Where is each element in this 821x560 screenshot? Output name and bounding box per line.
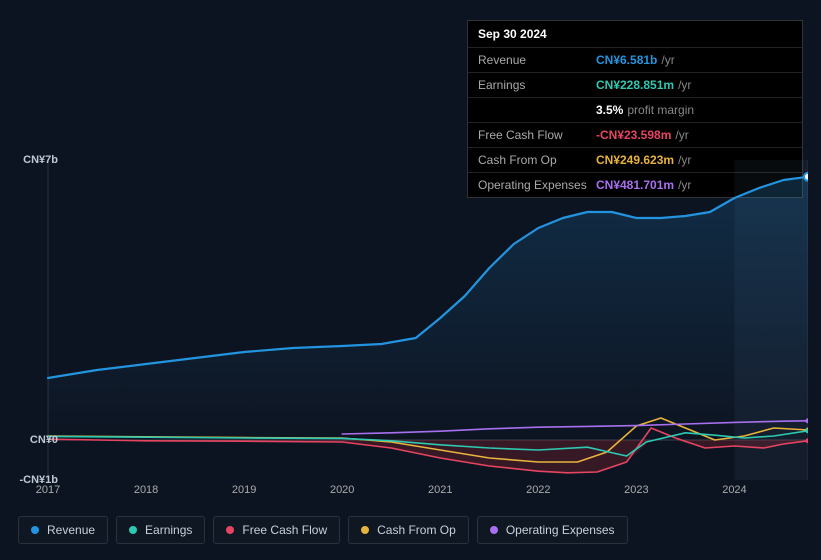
legend-item-earnings[interactable]: Earnings	[116, 516, 205, 544]
y-axis-label: CN¥0	[30, 434, 58, 446]
legend-item-operating-expenses[interactable]: Operating Expenses	[477, 516, 628, 544]
legend-dot-icon	[31, 526, 39, 534]
tooltip-row: Free Cash Flow-CN¥23.598m/yr	[468, 123, 802, 148]
legend-item-free-cash-flow[interactable]: Free Cash Flow	[213, 516, 340, 544]
tooltip-row: RevenueCN¥6.581b/yr	[468, 48, 802, 73]
x-axis-label: 2024	[722, 484, 746, 496]
x-axis-label: 2017	[36, 484, 60, 496]
legend-label: Operating Expenses	[506, 523, 615, 537]
tooltip-date: Sep 30 2024	[468, 21, 802, 48]
legend-item-cash-from-op[interactable]: Cash From Op	[348, 516, 469, 544]
legend-dot-icon	[361, 526, 369, 534]
legend-item-revenue[interactable]: Revenue	[18, 516, 108, 544]
x-axis-label: 2022	[526, 484, 550, 496]
tooltip-label: Earnings	[478, 78, 596, 92]
legend-label: Earnings	[145, 523, 192, 537]
tooltip-label: Revenue	[478, 53, 596, 67]
tooltip-row: EarningsCN¥228.851m/yr	[468, 73, 802, 98]
tooltip-label: Free Cash Flow	[478, 128, 596, 142]
x-axis-labels: 2017 2018 2019 2020 2021 2022 2023 2024	[18, 484, 808, 504]
legend-label: Free Cash Flow	[242, 523, 327, 537]
chart-legend: Revenue Earnings Free Cash Flow Cash From O…	[18, 516, 628, 544]
legend-dot-icon	[490, 526, 498, 534]
x-axis-label: 2021	[428, 484, 452, 496]
x-axis-label: 2023	[624, 484, 648, 496]
x-axis-label: 2018	[134, 484, 158, 496]
tooltip-value: -CN¥23.598m/yr	[596, 128, 792, 142]
tooltip-value: CN¥6.581b/yr	[596, 53, 792, 67]
legend-dot-icon	[129, 526, 137, 534]
x-axis-label: 2019	[232, 484, 256, 496]
tooltip-value: CN¥228.851m/yr	[596, 78, 792, 92]
legend-label: Cash From Op	[377, 523, 456, 537]
line-chart[interactable]: CN¥7bCN¥0-CN¥1b	[18, 160, 808, 480]
x-axis-label: 2020	[330, 484, 354, 496]
legend-label: Revenue	[47, 523, 95, 537]
tooltip-row: 3.5%profit margin	[468, 98, 802, 123]
legend-dot-icon	[226, 526, 234, 534]
tooltip-value: 3.5%profit margin	[596, 103, 792, 117]
y-axis-label: CN¥7b	[23, 154, 58, 166]
